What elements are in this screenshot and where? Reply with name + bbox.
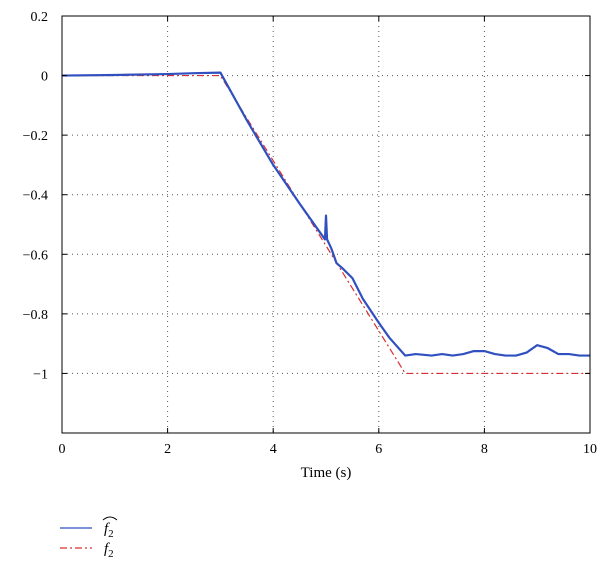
y-tick-label: −0.8 — [23, 308, 48, 323]
series-group — [61, 71, 590, 375]
y-tick-label: −1 — [33, 367, 48, 382]
x-tick-label: 2 — [164, 442, 171, 457]
series-line-0 — [61, 71, 590, 357]
ticks: 0 2 4 6 8 10 0.2 0 −0.2 −0.4 −0.6 −0.8 −1 — [23, 10, 597, 457]
x-tick-label: 8 — [481, 442, 488, 457]
x-tick-label: 4 — [270, 442, 277, 457]
x-tick-label: 6 — [375, 442, 382, 457]
y-tick-label: −0.2 — [23, 129, 48, 144]
x-tick-label: 10 — [583, 442, 597, 457]
y-tick-label: 0 — [41, 70, 48, 85]
legend-label-0: f2 — [104, 521, 114, 540]
legend-label-1: f2 — [104, 541, 114, 560]
x-axis-title: Time (s) — [301, 465, 352, 481]
y-tick-label: 0.2 — [31, 10, 49, 25]
legend-hat-0 — [102, 516, 118, 521]
y-tick-label: −0.6 — [23, 248, 48, 263]
axes-frame — [61, 15, 591, 434]
y-tick-label: −0.4 — [23, 189, 48, 204]
x-tick-label: 0 — [59, 442, 66, 457]
